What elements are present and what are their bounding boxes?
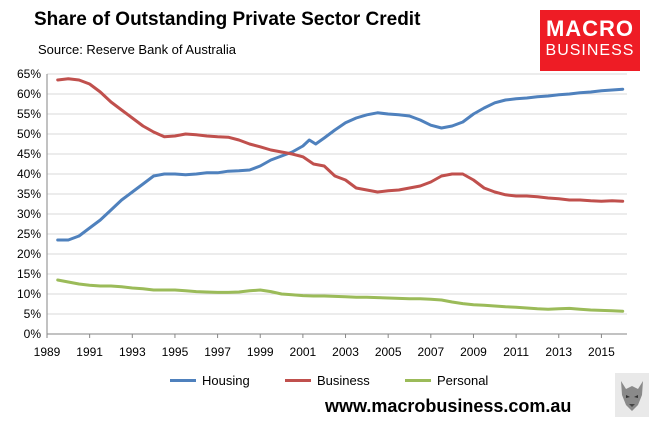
logo-line-2: BUSINESS: [545, 42, 635, 59]
legend-item-housing: Housing: [170, 373, 250, 388]
x-tick-label: 1991: [76, 345, 103, 359]
x-tick-label: 2005: [375, 345, 402, 359]
wolf-logo-icon: [615, 373, 649, 417]
x-tick-label: 1999: [247, 345, 274, 359]
x-tick-label: 2015: [588, 345, 615, 359]
x-tick-label: 2007: [417, 345, 444, 359]
chart-title: Share of Outstanding Private Sector Cred…: [34, 9, 421, 30]
chart-subtitle: Source: Reserve Bank of Australia: [38, 42, 236, 57]
y-tick-label: 50%: [17, 127, 41, 141]
macrobusiness-logo: MACRO BUSINESS: [540, 10, 640, 71]
legend-item-business: Business: [285, 373, 370, 388]
y-tick-label: 15%: [17, 267, 41, 281]
legend-label-business: Business: [317, 373, 370, 388]
legend-label-housing: Housing: [202, 373, 250, 388]
y-tick-label: 5%: [24, 307, 42, 321]
legend-swatch-personal: [405, 379, 431, 382]
x-tick-label: 1989: [34, 345, 61, 359]
x-tick-label: 2013: [545, 345, 572, 359]
y-tick-label: 60%: [17, 87, 41, 101]
legend-label-personal: Personal: [437, 373, 489, 388]
legend-swatch-housing: [170, 379, 196, 382]
x-tick-label: 2009: [460, 345, 487, 359]
legend: Housing Business Personal: [0, 373, 660, 391]
gridlines: [47, 73, 627, 315]
y-tick-label: 0%: [24, 327, 42, 341]
y-tick-label: 25%: [17, 227, 41, 241]
x-tick-label: 1993: [119, 345, 146, 359]
x-tick-label: 2011: [503, 345, 529, 359]
x-tick-labels: 1989 1991 1993 1995 1997 1999 2001 2003 2005 2007…: [34, 345, 615, 359]
y-tick-label: 30%: [17, 207, 41, 221]
website-url: www.macrobusiness.com.au: [325, 396, 572, 416]
y-tick-label: 35%: [17, 187, 41, 201]
series-lines: [56, 77, 625, 313]
axes: [46, 74, 627, 338]
x-tick-label: 2001: [290, 345, 317, 359]
y-tick-label: 40%: [17, 167, 41, 181]
x-tick-label: 1997: [204, 345, 231, 359]
y-tick-label: 55%: [17, 107, 41, 121]
y-tick-label: 45%: [17, 147, 41, 161]
series-line-housing: [56, 87, 625, 242]
y-tick-label: 65%: [17, 67, 41, 81]
y-tick-label: 20%: [17, 247, 41, 261]
logo-line-1: MACRO: [545, 16, 635, 41]
series-line-business: [56, 77, 625, 203]
x-tick-label: 2003: [332, 345, 359, 359]
x-tick-label: 1995: [162, 345, 189, 359]
legend-swatch-business: [285, 379, 311, 382]
y-tick-label: 10%: [17, 287, 41, 301]
series-line-personal: [56, 278, 625, 313]
legend-item-personal: Personal: [405, 373, 488, 388]
y-tick-labels: 0% 5% 10% 15% 20% 25% 30% 35% 40% 45% 50% 55% 60% 65%: [17, 67, 41, 341]
